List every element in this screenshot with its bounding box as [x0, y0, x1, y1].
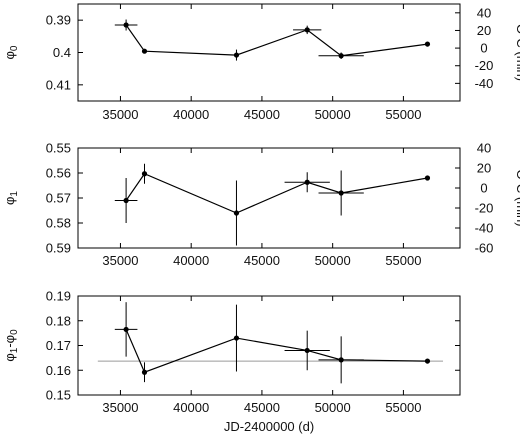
- x-tick-label: 55000: [385, 253, 421, 268]
- y-tick-label: 0.16: [46, 363, 71, 378]
- data-point: [338, 357, 344, 363]
- y-axis-label-part: φ: [2, 353, 17, 361]
- data-point: [424, 175, 431, 181]
- y-axis-label-part: 0: [9, 45, 20, 51]
- x-tick-label: 40000: [173, 107, 209, 122]
- y-axis-label-part: 0: [9, 329, 20, 335]
- y2-tick-label: 20: [477, 161, 491, 176]
- y-tick-label: 0.39: [46, 13, 71, 28]
- data-point: [304, 347, 310, 354]
- y2-tick-label: 20: [477, 23, 491, 38]
- y-tick-label: 0.55: [46, 141, 71, 156]
- y2-axis-label: O-C (min): [514, 24, 520, 81]
- data-point: [141, 171, 148, 177]
- data-point: [338, 53, 344, 59]
- data-point: [123, 22, 129, 28]
- x-tick-label: 55000: [385, 400, 421, 415]
- y-axis-label-part: φ: [2, 51, 17, 59]
- y2-tick-label: -40: [475, 221, 494, 236]
- series-line: [125, 24, 428, 57]
- x-axis-label: JD-2400000 (d): [224, 419, 314, 434]
- y-tick-label: 0.59: [46, 241, 71, 256]
- series-line: [125, 173, 428, 214]
- y-tick-label: 0.4: [53, 45, 71, 60]
- x-tick-label: 45000: [244, 400, 280, 415]
- x-tick-label: 55000: [385, 107, 421, 122]
- data-point: [123, 326, 129, 333]
- y-axis-label: φ1: [2, 191, 20, 205]
- data-point: [338, 190, 344, 196]
- data-point: [424, 358, 431, 364]
- y-axis-label-part: φ: [2, 197, 17, 205]
- x-tick-label: 50000: [315, 400, 351, 415]
- y2-tick-label: 0: [480, 41, 487, 56]
- y-tick-label: 0.56: [46, 166, 71, 181]
- data-point: [233, 52, 240, 58]
- y-axis-label: φ1-φ0: [2, 329, 20, 362]
- panel-1-frame: [77, 3, 461, 102]
- y-axis-label-part: 1: [9, 347, 20, 353]
- y2-tick-label: -60: [475, 241, 494, 256]
- y-axis-label-part: -φ: [2, 335, 17, 348]
- data-point: [233, 335, 240, 341]
- y-tick-label: 0.57: [46, 191, 71, 206]
- y2-tick-label: 0: [480, 181, 487, 196]
- x-tick-label: 45000: [244, 107, 280, 122]
- y2-tick-label: 40: [477, 5, 491, 20]
- x-tick-label: 35000: [102, 107, 138, 122]
- panel-2-frame: [77, 147, 461, 249]
- x-tick-label: 40000: [173, 253, 209, 268]
- y-tick-label: 0.58: [46, 216, 71, 231]
- x-tick-label: 35000: [102, 253, 138, 268]
- y-tick-label: 0.15: [46, 388, 71, 403]
- y2-tick-label: -20: [475, 58, 494, 73]
- y2-axis-label: O-C (min): [514, 169, 520, 226]
- y-tick-label: 0.17: [46, 338, 71, 353]
- y-axis-label: φ0: [2, 45, 20, 59]
- y-tick-label: 0.18: [46, 313, 71, 328]
- data-point: [424, 41, 431, 47]
- y2-tick-label: -40: [475, 76, 494, 91]
- series-line: [125, 329, 428, 373]
- x-tick-label: 50000: [315, 107, 351, 122]
- x-tick-label: 35000: [102, 400, 138, 415]
- y-tick-label: 0.19: [46, 289, 71, 304]
- data-point: [141, 369, 148, 375]
- y2-tick-label: 40: [477, 141, 491, 156]
- data-point: [123, 197, 129, 204]
- x-tick-label: 45000: [244, 253, 280, 268]
- panel-3-frame: [77, 295, 461, 396]
- y-axis-label-part: 1: [9, 191, 20, 197]
- data-point: [304, 27, 310, 33]
- data-point: [141, 48, 148, 54]
- x-tick-label: 50000: [315, 253, 351, 268]
- x-tick-label: 40000: [173, 400, 209, 415]
- y-tick-label: 0.41: [46, 77, 71, 92]
- data-point: [304, 179, 310, 185]
- y2-tick-label: -20: [475, 201, 494, 216]
- data-point: [233, 210, 240, 216]
